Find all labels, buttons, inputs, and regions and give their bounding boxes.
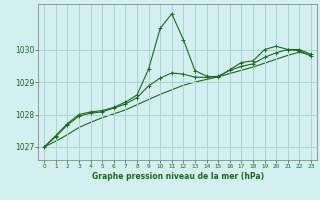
X-axis label: Graphe pression niveau de la mer (hPa): Graphe pression niveau de la mer (hPa) — [92, 172, 264, 181]
